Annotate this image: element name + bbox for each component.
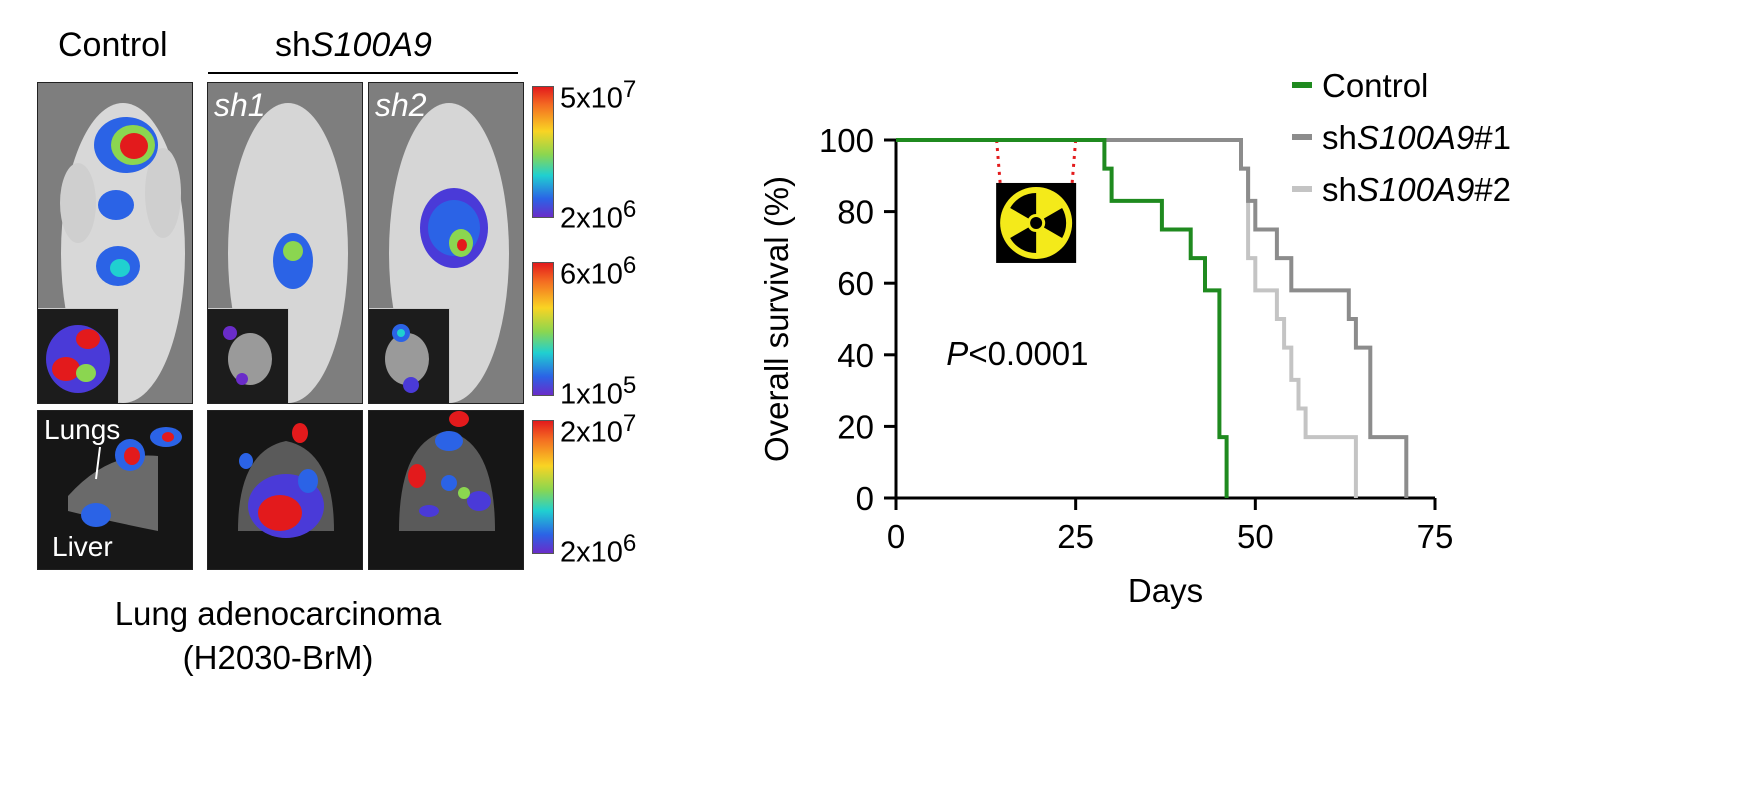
panel-label-sh2: sh2 (375, 87, 427, 123)
organ-label-liver: Liver (52, 531, 113, 562)
caption-line-2: (H2030-BrM) (182, 639, 374, 676)
organ-signal-sh2 (385, 324, 429, 393)
thorax-signal-control (68, 427, 182, 531)
radiation-hazard-icon (996, 182, 1077, 263)
colorbar-1-min: 2x106 (560, 196, 637, 235)
inset-sh1-organ (208, 308, 289, 403)
caption-line-1: Lung adenocarcinoma (114, 595, 442, 632)
thorax-signal-sh1 (238, 423, 334, 538)
x-tick-label: 50 (1237, 518, 1274, 555)
colorbar-1-max: 5x107 (560, 76, 637, 115)
radiation-end-line (1070, 139, 1078, 184)
colorbar-1 (532, 86, 554, 218)
imaging-caption: Lung adenocarcinoma (H2030-BrM) (18, 592, 538, 680)
colorbar-2-min: 1x105 (560, 372, 637, 411)
x-tick-label: 25 (1057, 518, 1094, 555)
x-axis-label: Days (1128, 572, 1203, 609)
colorbar-3-min: 2x106 (560, 530, 637, 569)
y-tick-label: 0 (856, 480, 874, 517)
inset-sh2-organ (369, 308, 450, 403)
survival-chart: 0 25 50 75 0 20 40 60 80 100 Days Overall surviv… (758, 67, 1511, 609)
panel-label-sh1: sh1 (214, 87, 266, 123)
thorax-signal-sh2 (399, 411, 495, 531)
radiation-window (995, 139, 1078, 263)
bli-control-thorax: Lungs Liver (37, 410, 193, 570)
y-axis-ticks: 0 20 40 60 80 100 (819, 122, 896, 517)
p-value-annotation: P<0.0001 (946, 335, 1088, 372)
header-shS100A9: shS100A9 (275, 26, 432, 64)
organ-signal-sh1 (223, 326, 272, 385)
colorbar-2-max: 6x106 (560, 252, 637, 291)
legend-label-1: Control (1322, 67, 1428, 104)
y-tick-label: 20 (837, 408, 874, 445)
y-tick-label: 80 (837, 194, 874, 231)
series-line-1 (896, 138, 1229, 498)
organ-signal-control (46, 325, 110, 393)
legend-label-2: shS100A9#1 (1322, 119, 1511, 156)
survival-curves (896, 138, 1409, 498)
y-tick-label: 100 (819, 122, 874, 159)
series-line-3 (896, 138, 1358, 498)
y-axis-label: Overall survival (%) (758, 176, 795, 462)
organ-label-lungs: Lungs (44, 414, 121, 445)
x-tick-label: 75 (1417, 518, 1454, 555)
colorbar-3-max: 2x107 (560, 410, 637, 449)
legend-label-3: shS100A9#2 (1322, 171, 1511, 208)
x-axis-ticks: 0 25 50 75 (887, 498, 1454, 555)
legend: Control shS100A9#1 shS100A9#2 (1292, 67, 1511, 208)
chart-axes (894, 140, 1435, 500)
group-bracket-line (208, 72, 518, 74)
y-tick-label: 40 (837, 337, 874, 374)
colorbar-3 (532, 420, 554, 554)
inset-control-organ (38, 308, 119, 403)
colorbar-2 (532, 262, 554, 396)
header-control: Control (58, 26, 168, 64)
bli-sh1-thorax (207, 410, 363, 570)
bli-sh2-thorax (368, 410, 524, 570)
radiation-start-line (995, 139, 1002, 184)
x-tick-label: 0 (887, 518, 905, 555)
y-tick-label: 60 (837, 265, 874, 302)
series-line-2 (896, 138, 1409, 498)
